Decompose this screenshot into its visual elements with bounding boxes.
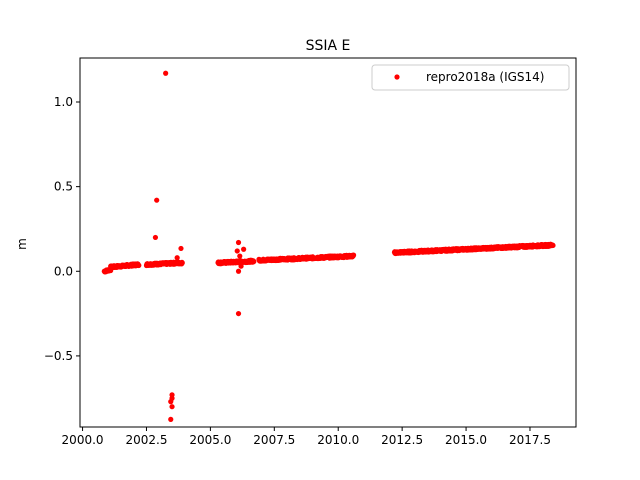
legend-label: repro2018a (IGS14)	[426, 70, 544, 84]
outlier-point	[169, 404, 175, 410]
outlier-point	[237, 253, 243, 259]
data-point	[179, 260, 185, 266]
outlier-point	[241, 246, 247, 252]
x-tick-label: 2002.5	[125, 433, 167, 447]
outlier-point	[174, 255, 180, 261]
x-tick-label: 2005.0	[189, 433, 231, 447]
chart-title: SSIA E	[306, 38, 351, 54]
y-tick-label: 0.5	[54, 180, 73, 194]
plot-frame	[79, 57, 577, 428]
x-tick-label: 2015.0	[445, 433, 487, 447]
outlier-point	[154, 197, 160, 203]
outlier-point	[178, 245, 184, 252]
y-axis-label: m	[15, 238, 29, 250]
legend-marker	[394, 74, 400, 80]
y-tick-label: −0.5	[44, 349, 73, 363]
data-point	[136, 262, 142, 268]
y-tick-label: 1.0	[54, 95, 73, 109]
outlier-point	[168, 399, 174, 405]
x-tick-label: 2010.0	[317, 433, 359, 447]
outlier-point	[168, 416, 174, 422]
outlier-point	[234, 248, 240, 254]
data-point	[550, 242, 556, 249]
legend-box	[371, 64, 570, 91]
outlier-point	[163, 70, 169, 76]
y-axis: −0.5 0.0 0.5 1.0	[44, 95, 80, 363]
x-tick-label: 2000.0	[62, 433, 104, 447]
x-tick-label: 2012.5	[381, 433, 423, 447]
data-point	[251, 258, 257, 265]
x-tick-label: 2017.5	[509, 433, 551, 447]
data-point	[350, 252, 357, 258]
y-tick-label: 0.0	[54, 264, 73, 278]
x-axis: 2000.0 2002.5 2005.0 2007.5 2010.0 2012.5 2015…	[62, 427, 551, 447]
x-tick-label: 2007.5	[253, 433, 295, 447]
plot-area	[101, 70, 556, 422]
outlier-point	[152, 234, 159, 241]
outlier-point	[235, 239, 242, 246]
outlier-point	[238, 263, 244, 269]
legend: repro2018a (IGS14)	[371, 64, 570, 91]
outlier-point	[235, 268, 242, 274]
outlier-point	[235, 310, 242, 317]
